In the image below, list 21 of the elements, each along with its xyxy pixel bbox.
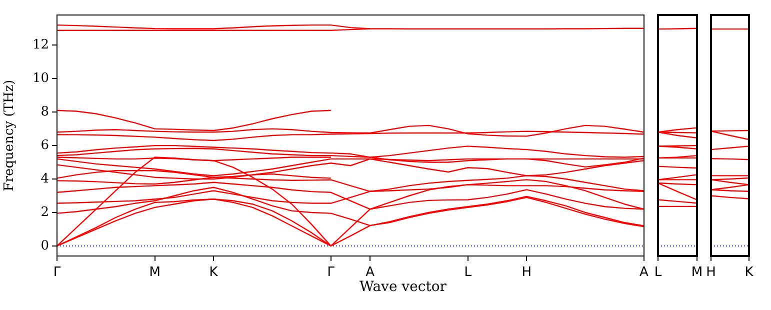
x-tick-label: Γ — [327, 265, 336, 280]
x-tick-label: K — [744, 265, 754, 280]
y-tick-label: 10 — [32, 70, 49, 86]
x-tick-label: Γ — [53, 265, 62, 280]
x-tick-label: K — [209, 265, 218, 280]
x-tick-label: H — [706, 265, 716, 280]
y-tick-label: 8 — [40, 104, 49, 120]
x-tick-label: A — [640, 265, 649, 280]
x-tick-label: M — [149, 265, 160, 280]
y-tick-label: 0 — [40, 238, 49, 254]
x-tick-label: A — [366, 265, 375, 280]
y-tick-label: 2 — [40, 204, 49, 220]
x-tick-label: M — [691, 265, 703, 280]
x-tick-label: H — [522, 265, 532, 280]
x-tick-label: L — [464, 265, 472, 280]
y-tick-label: 4 — [40, 171, 49, 186]
y-axis-title: Frequency (THz) — [2, 80, 18, 192]
y-tick-label: 12 — [32, 38, 49, 52]
y-tick-label: 6 — [40, 138, 49, 153]
x-tick-label: L — [654, 265, 662, 280]
x-axis-title: Wave vector — [358, 279, 448, 295]
